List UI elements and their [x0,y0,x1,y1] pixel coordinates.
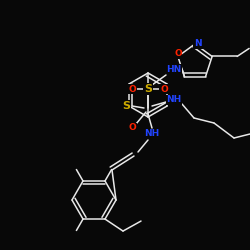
Text: O: O [128,84,136,94]
Text: NH: NH [144,130,160,138]
Text: HN: HN [166,64,182,74]
Text: O: O [160,84,168,94]
Text: O: O [174,49,182,58]
Text: NH: NH [166,96,182,104]
Text: S: S [122,101,130,111]
Text: O: O [128,124,136,132]
Text: N: N [194,40,202,48]
Text: S: S [144,84,152,94]
